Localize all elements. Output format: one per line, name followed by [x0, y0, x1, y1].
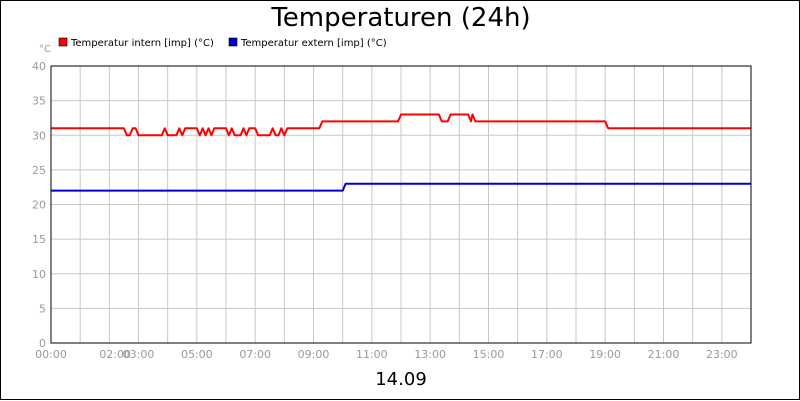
legend-label-1: Temperatur intern [imp] (°C)	[70, 38, 214, 49]
y-tick-label: 0	[39, 337, 46, 350]
y-tick-label: 25	[32, 164, 46, 177]
x-tick-label: 00:00	[35, 348, 67, 361]
series-line-2	[51, 182, 751, 192]
x-tick-label: 07:00	[239, 348, 271, 361]
x-tick-label: 09:00	[298, 348, 330, 361]
legend: Temperatur intern [imp] (°C) Temperatur e…	[58, 37, 387, 49]
x-tick-label: 19:00	[589, 348, 621, 361]
x-tick-label: 03:00	[123, 348, 155, 361]
series-layer	[51, 113, 751, 192]
y-tick-label: 15	[32, 233, 46, 246]
legend-label-2: Temperatur extern [imp] (°C)	[240, 38, 387, 49]
y-axis-label: °C	[39, 44, 51, 55]
x-tick-label: 23:00	[706, 348, 738, 361]
legend-swatch-1	[58, 37, 68, 47]
y-tick-label: 35	[32, 95, 46, 108]
chart-title: Temperaturen (24h)	[271, 3, 531, 33]
x-axis-label: 14.09	[375, 369, 427, 390]
x-tick-label: 13:00	[414, 348, 446, 361]
y-tick-label: 10	[32, 268, 46, 281]
legend-swatch-2	[228, 37, 238, 47]
x-tick-label: 15:00	[473, 348, 505, 361]
x-tick-label: 05:00	[181, 348, 213, 361]
x-tick-label: 21:00	[648, 348, 680, 361]
x-tick-label: 02:00	[99, 348, 131, 361]
grid	[51, 66, 751, 343]
y-tick-label: 40	[32, 60, 46, 73]
x-tick-label: 11:00	[356, 348, 388, 361]
y-tick-label: 30	[32, 129, 46, 142]
x-tick-label: 17:00	[531, 348, 563, 361]
plot-border	[50, 65, 752, 344]
series-line-1	[51, 113, 751, 137]
y-tick-label: 20	[32, 199, 46, 212]
y-tick-label: 5	[39, 302, 46, 315]
